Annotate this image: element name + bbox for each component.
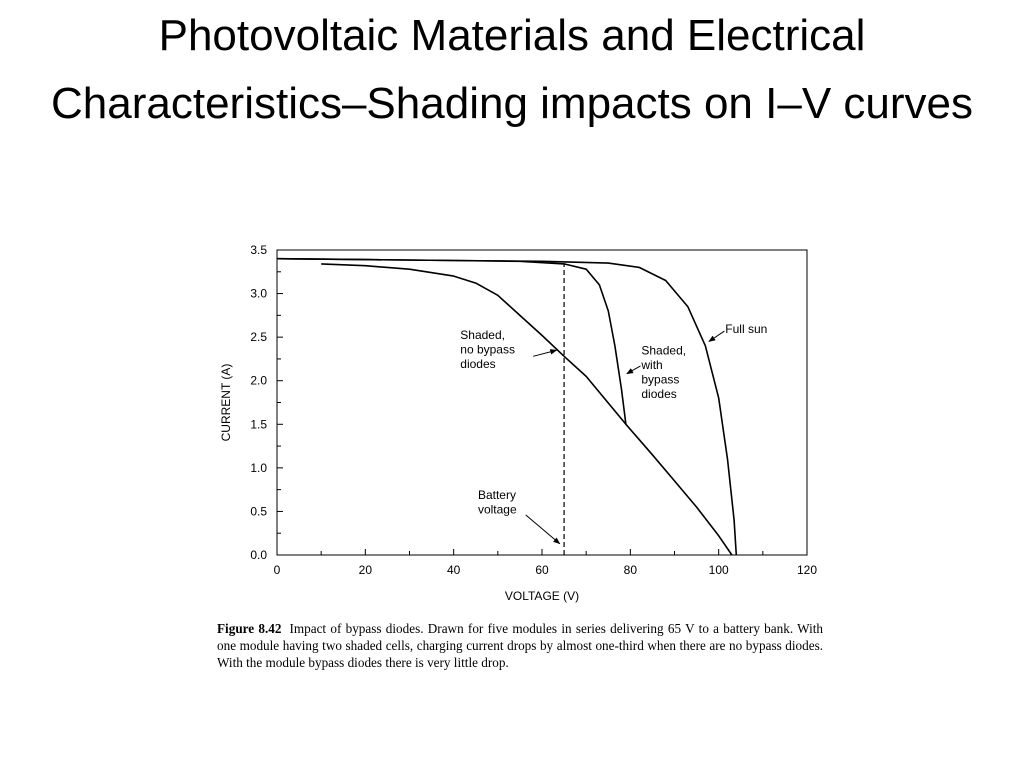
x-tick-label: 0 xyxy=(274,563,281,577)
full-sun-annotation-arrow xyxy=(708,330,725,342)
battery-voltage-annotation-arrow xyxy=(525,514,561,545)
annotation-line: Full sun xyxy=(725,322,767,336)
y-tick-label: 3.0 xyxy=(250,287,267,301)
shaded-with-bypass-annotation: Shaded, with bypass diodes xyxy=(640,344,686,402)
x-tick-label: 60 xyxy=(535,563,549,577)
x-tick-label: 20 xyxy=(359,563,373,577)
shaded-with-bypass-annotation-arrow xyxy=(626,365,641,375)
y-tick-label: 2.0 xyxy=(250,374,267,388)
x-tick-label: 40 xyxy=(447,563,461,577)
annotation-line: Battery xyxy=(478,488,516,502)
iv-curve-chart: 0 20 40 60 80 100 120 0.0 0.5 1.0 1.5 2.0 2.5 3.0 3.5 V… xyxy=(219,243,817,603)
y-tick-label: 2.5 xyxy=(250,330,267,344)
shaded-no-bypass-annotation-arrow xyxy=(533,349,558,357)
y-tick-label: 0.5 xyxy=(250,504,267,518)
annotation-line: with xyxy=(640,358,662,372)
annotation-line: voltage xyxy=(478,503,517,517)
annotation-line: diodes xyxy=(460,357,495,371)
slide-title: Photovoltaic Materials and Electrical Ch… xyxy=(51,11,973,128)
annotation-line: diodes xyxy=(641,387,676,401)
y-tick-label: 0.0 xyxy=(250,548,267,562)
shaded-no-bypass-annotation: Shaded, no bypass diodes xyxy=(460,328,515,371)
y-tick-label: 1.0 xyxy=(250,461,267,475)
x-tick-label: 120 xyxy=(797,563,817,577)
annotation-line: no bypass xyxy=(460,342,515,356)
full-sun-annotation: Full sun xyxy=(725,322,767,336)
annotation-line: Shaded, xyxy=(641,344,686,358)
annotation-line: Shaded, xyxy=(460,328,505,342)
battery-voltage-annotation: Battery voltage xyxy=(478,488,517,517)
y-tick-label: 3.5 xyxy=(250,243,267,257)
figure-caption-text: Impact of bypass diodes. Drawn for five … xyxy=(217,621,823,670)
y-tick-label: 1.5 xyxy=(250,417,267,431)
x-axis-label: VOLTAGE (V) xyxy=(505,589,579,603)
annotation-line: bypass xyxy=(641,373,679,387)
y-axis-label: CURRENT (A) xyxy=(219,364,233,442)
figure-label: Figure 8.42 xyxy=(217,621,282,636)
x-tick-label: 100 xyxy=(709,563,729,577)
figure-caption: Figure 8.42 Impact of bypass diodes. Draw… xyxy=(217,620,823,671)
series-line-shaded-with-bypass xyxy=(276,257,627,425)
series-line-shaded-no-bypass xyxy=(321,263,733,556)
plot-frame xyxy=(276,249,808,556)
x-tick-label: 80 xyxy=(624,563,638,577)
